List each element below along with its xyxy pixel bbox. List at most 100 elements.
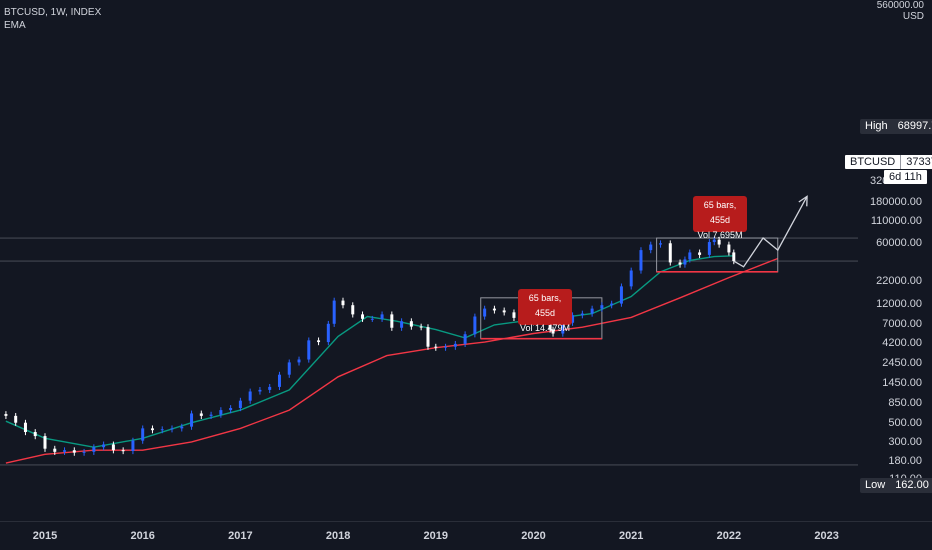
- chart-title: BTCUSD, 1W, INDEX EMA: [4, 6, 101, 32]
- candle-body: [111, 444, 115, 451]
- candle-body: [219, 410, 223, 415]
- candle-body: [683, 259, 687, 265]
- candle-body: [426, 327, 430, 347]
- candle-body: [512, 312, 516, 318]
- ema-line: [5, 255, 734, 448]
- candle-body: [409, 321, 413, 327]
- candle-body: [307, 340, 311, 360]
- candle-body: [688, 252, 692, 260]
- price-tick: 180000.00: [870, 196, 922, 209]
- ema-lines: [5, 255, 779, 464]
- candle-body: [659, 243, 663, 245]
- candle-body: [199, 413, 203, 416]
- time-tick: 2018: [325, 530, 351, 542]
- candle-body: [63, 450, 67, 452]
- candle-body: [341, 300, 345, 306]
- candle-body: [698, 252, 702, 255]
- candles: [4, 236, 736, 456]
- candle-body: [571, 315, 575, 323]
- candle-body: [238, 400, 242, 409]
- candle-body: [629, 270, 633, 287]
- candle-body: [678, 262, 682, 265]
- projection-line: [733, 195, 808, 268]
- time-tick: 2023: [814, 530, 839, 542]
- range-label-2019: 65 bars, 455d Vol 14.479M: [518, 289, 572, 333]
- candle-body: [190, 413, 194, 427]
- time-axis-divider: [0, 521, 932, 522]
- candle-body: [287, 362, 291, 375]
- candle-body: [649, 244, 653, 251]
- candle-body: [326, 323, 330, 343]
- projection-arrowhead: [798, 195, 808, 207]
- candle-body: [131, 440, 135, 452]
- high-value: 68997.75: [897, 120, 932, 132]
- current-price-tag: BTCUSD 37337.74: [845, 155, 932, 169]
- candle-body: [453, 343, 457, 347]
- price-tick-top: 560000.00: [876, 0, 924, 11]
- symbol-label: BTCUSD: [845, 155, 902, 169]
- candle-body: [361, 314, 365, 319]
- candle-body: [268, 386, 272, 390]
- price-tick: 500.00: [888, 416, 922, 429]
- candle-body: [43, 436, 47, 449]
- price-tick: 22000.00: [876, 274, 922, 287]
- candle-body: [619, 286, 623, 304]
- candle-body: [72, 450, 76, 453]
- time-tick: 2016: [130, 530, 155, 542]
- candle-body: [121, 450, 125, 452]
- candle-body: [551, 329, 555, 334]
- time-tick: 2017: [228, 530, 253, 542]
- candle-body: [561, 322, 565, 334]
- currency-label: USD: [902, 11, 924, 22]
- candle-body: [610, 303, 614, 306]
- candle-body: [332, 300, 336, 324]
- candle-body: [248, 391, 252, 401]
- candle-body: [180, 426, 184, 429]
- range-bars-text: 65 bars, 455d: [703, 200, 737, 225]
- candle-body: [712, 239, 716, 243]
- range-volume-text: Vol 7.695M: [697, 230, 743, 240]
- candle-body: [297, 359, 301, 363]
- candle-body: [170, 428, 174, 430]
- price-tick: 110000.00: [870, 214, 922, 227]
- price-tick: 850.00: [888, 396, 922, 409]
- price-tick: 300.00: [888, 435, 922, 448]
- candle-body: [390, 314, 394, 328]
- current-value: 37337.74: [906, 156, 932, 168]
- candle-body: [502, 310, 506, 313]
- candle-body: [444, 346, 448, 348]
- candle-body: [53, 448, 57, 452]
- candle-body: [463, 334, 467, 344]
- bar-countdown: 6d 11h: [884, 170, 927, 184]
- time-tick: 2019: [423, 530, 449, 542]
- candle-body: [580, 313, 584, 316]
- candle-body: [229, 408, 233, 411]
- candle-body: [4, 414, 8, 416]
- time-tick: 2021: [618, 530, 644, 542]
- range-label-2021: 65 bars, 455d Vol 7.695M: [693, 196, 747, 240]
- high-tag: High 68997.75: [860, 119, 932, 134]
- candle-body: [492, 308, 496, 311]
- range-bars-text: 65 bars, 455d: [528, 293, 562, 318]
- candle-body: [258, 389, 262, 392]
- price-axis-top: 560000.00 USD: [877, 0, 924, 22]
- candle-body: [277, 374, 281, 387]
- time-tick: 2020: [521, 530, 546, 542]
- symbol-line: BTCUSD, 1W, INDEX: [4, 7, 102, 18]
- candle-body: [668, 243, 672, 263]
- candle-body: [102, 444, 106, 448]
- candle-body: [590, 308, 594, 314]
- candle-body: [150, 428, 154, 431]
- price-tick: 60000.00: [876, 237, 922, 250]
- price-tick: 4200.00: [882, 336, 922, 349]
- candle-body: [380, 314, 384, 319]
- candle-body: [600, 305, 604, 309]
- candle-body: [14, 415, 18, 423]
- candle-body: [351, 305, 355, 315]
- candle-body: [483, 308, 487, 317]
- indicator-name: EMA: [4, 20, 26, 31]
- candle-body: [473, 316, 477, 335]
- time-tick: 2022: [716, 530, 742, 542]
- low-label: Low: [865, 479, 886, 491]
